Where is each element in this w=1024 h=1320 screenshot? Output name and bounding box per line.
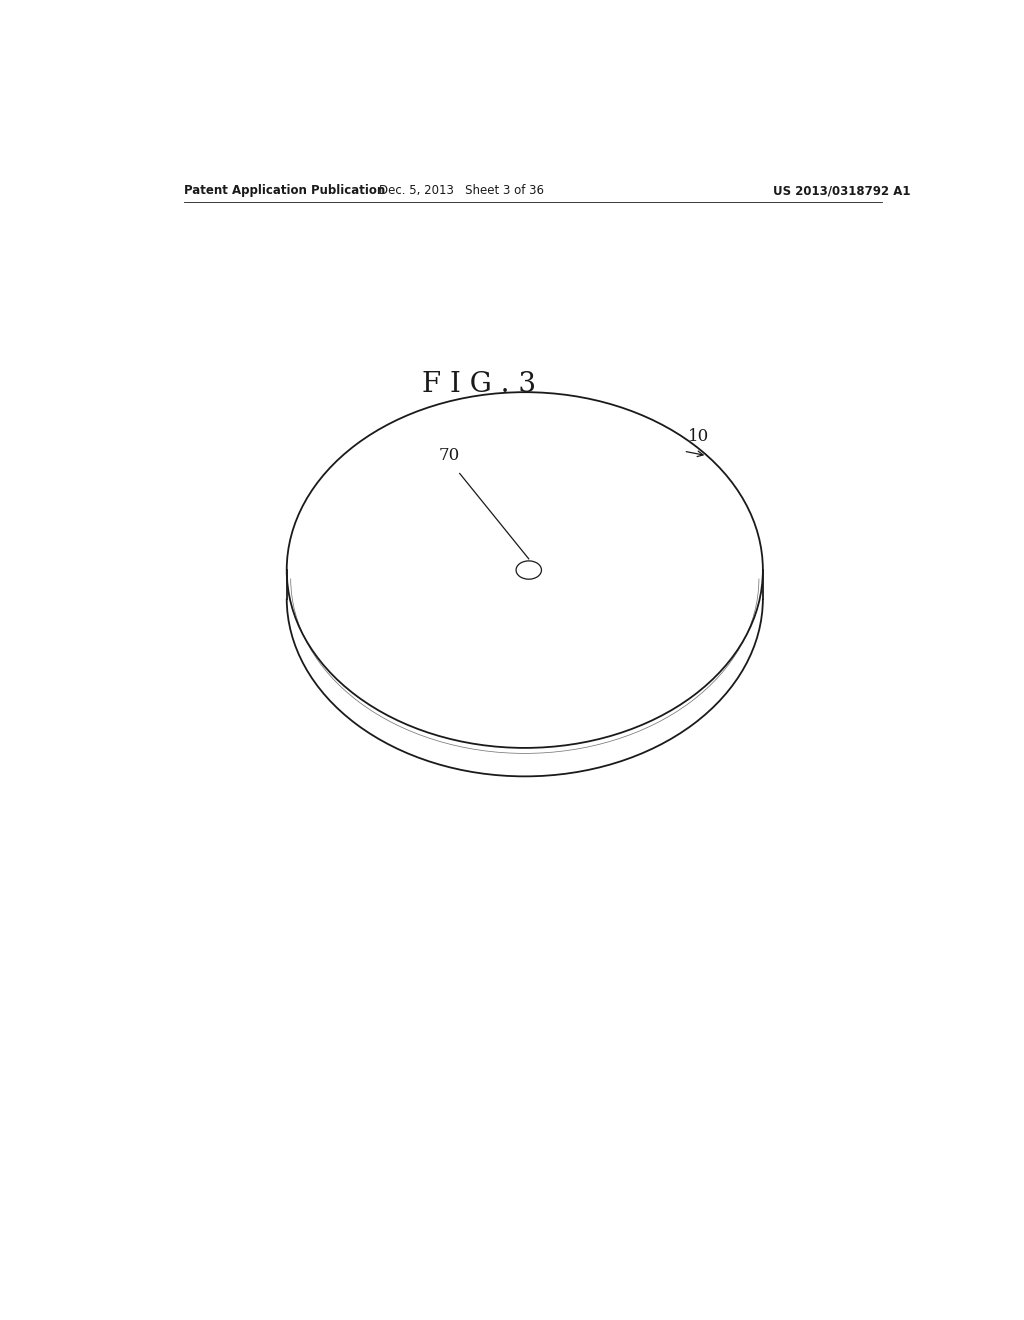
Text: 10: 10 xyxy=(687,428,709,445)
Text: Dec. 5, 2013   Sheet 3 of 36: Dec. 5, 2013 Sheet 3 of 36 xyxy=(379,185,544,198)
Text: US 2013/0318792 A1: US 2013/0318792 A1 xyxy=(773,185,911,198)
Text: Patent Application Publication: Patent Application Publication xyxy=(183,185,385,198)
Text: 70: 70 xyxy=(439,447,461,465)
Text: F I G . 3: F I G . 3 xyxy=(422,371,536,397)
